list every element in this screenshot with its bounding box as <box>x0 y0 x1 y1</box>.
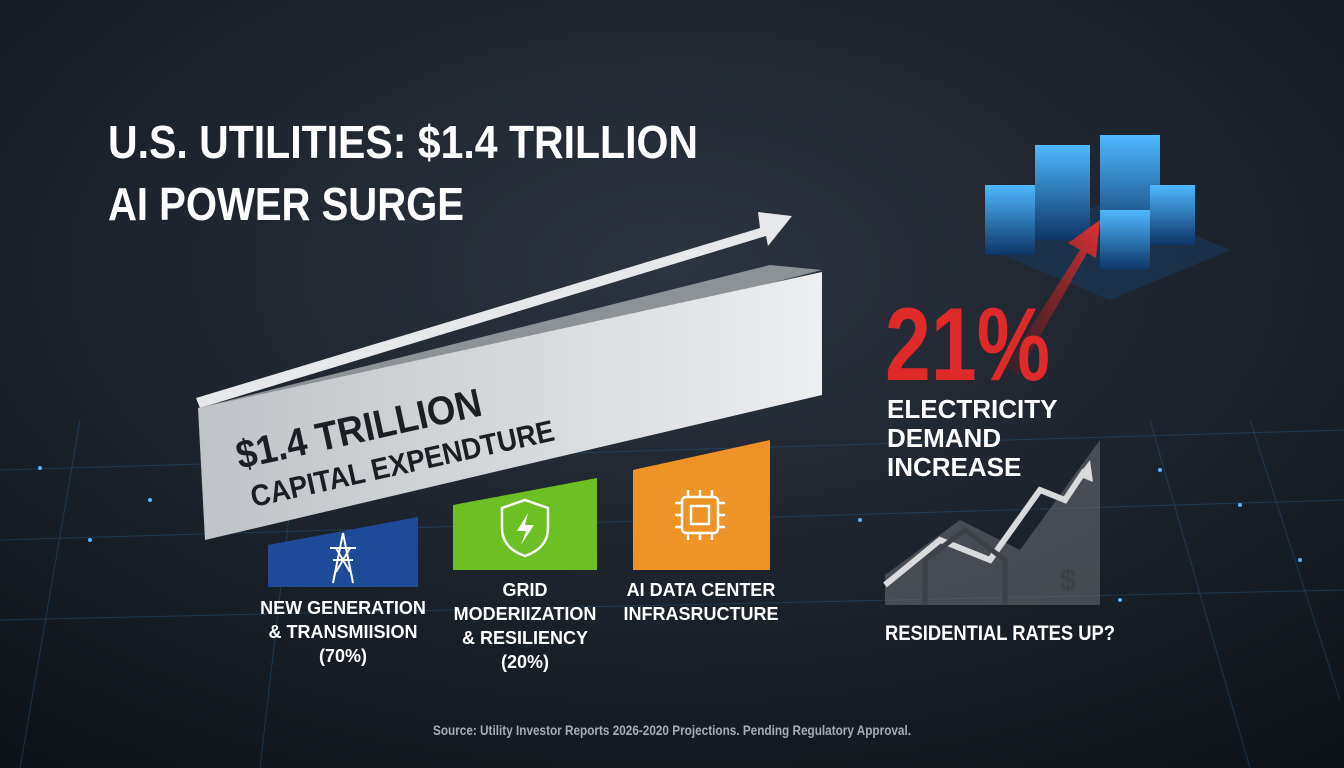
house-icon <box>922 526 1008 605</box>
segment-label: MODERIIZATION <box>454 604 597 624</box>
rates-area <box>885 440 1100 605</box>
rates-arrowhead <box>1078 460 1093 482</box>
segment-box <box>268 517 418 587</box>
slab <box>198 272 822 540</box>
demand-figure: 21% <box>885 287 1050 403</box>
segment-label: INFRASRUCTURE <box>624 604 779 624</box>
segment-label: & RESILIENCY <box>462 628 588 648</box>
title-line: AI POWER SURGE <box>108 178 464 230</box>
title-line: U.S. UTILITIES: $1.4 TRILLION <box>108 116 698 168</box>
segment-label: GRID <box>503 580 548 600</box>
segment-label: AI DATA CENTER <box>627 580 776 600</box>
segment-label: NEW GENERATION <box>260 598 426 618</box>
segment-label: (20%) <box>501 652 549 672</box>
demand-label: INCREASE <box>887 452 1021 482</box>
source-note: Source: Utility Investor Reports 2026-20… <box>433 722 911 738</box>
demand-label: ELECTRICITY <box>887 394 1057 424</box>
segment-label: (70%) <box>319 646 367 666</box>
bolt-icon <box>517 513 534 545</box>
growth-arrow <box>196 212 792 408</box>
red-arrow <box>1005 220 1100 375</box>
dollar-icon: $ <box>1060 564 1077 597</box>
shield-icon <box>500 498 550 558</box>
demand-label: DEMAND <box>887 423 1001 453</box>
network-dots <box>38 466 1302 602</box>
segment-label: & TRANSMIISION <box>268 622 417 642</box>
chip-icon <box>675 490 725 540</box>
tower-icon <box>330 532 356 584</box>
rates-label: RESIDENTIAL RATES UP? <box>885 622 1115 645</box>
rates-line <box>883 468 1088 588</box>
servers <box>985 135 1230 300</box>
